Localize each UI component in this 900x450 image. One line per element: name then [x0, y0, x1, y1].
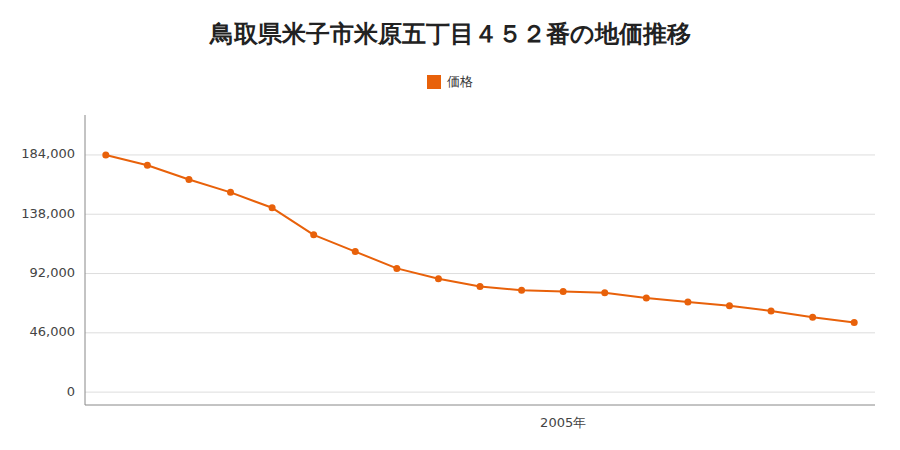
series-marker [144, 162, 151, 169]
series-marker [393, 265, 400, 272]
series-marker [227, 189, 234, 196]
series-marker [560, 288, 567, 295]
series-marker [310, 231, 317, 238]
y-tick-labels: 0 46,000 92,000 138,000 184,000 [21, 146, 75, 398]
x-tick-labels: 2005年 [540, 415, 586, 430]
x-axis-line [85, 405, 875, 406]
y-tick-label: 92,000 [30, 265, 76, 280]
y-axis-line [85, 115, 86, 405]
y-tick-label: 138,000 [21, 206, 75, 221]
series-marker [185, 176, 192, 183]
legend-item: 価格 [427, 74, 473, 90]
series-line [106, 155, 854, 323]
series-marker [643, 295, 650, 302]
legend: 価格 [427, 74, 473, 90]
grid-line [85, 392, 875, 393]
y-tick-label: 0 [67, 384, 75, 399]
grid-line [85, 214, 875, 215]
grid-line [85, 332, 875, 333]
series-marker [269, 204, 276, 211]
series-marker [851, 319, 858, 326]
series-marker [102, 151, 109, 158]
plot-area [102, 151, 857, 326]
chart-title: 鳥取県米子市米原五丁目４５２番の地価推移 [209, 20, 691, 48]
legend-label: 価格 [447, 74, 473, 89]
series-marker [352, 248, 359, 255]
series-marker [726, 302, 733, 309]
chart-container: 0 46,000 92,000 138,000 184,000 2005年 鳥取県米子市米原… [0, 0, 900, 450]
x-tick-label: 2005年 [540, 415, 586, 430]
series-marker [809, 314, 816, 321]
y-tick-label: 184,000 [21, 146, 75, 161]
series-marker [684, 298, 691, 305]
y-tick-label: 46,000 [30, 324, 76, 339]
grid-line [85, 273, 875, 274]
grid-line [85, 154, 875, 155]
chart-svg: 0 46,000 92,000 138,000 184,000 2005年 鳥取県米子市米原… [0, 0, 900, 450]
series-marker [768, 307, 775, 314]
legend-swatch [427, 75, 441, 89]
series-marker [518, 287, 525, 294]
y-grid [85, 155, 875, 392]
series-marker [601, 289, 608, 296]
series-marker [477, 283, 484, 290]
series-marker [435, 275, 442, 282]
